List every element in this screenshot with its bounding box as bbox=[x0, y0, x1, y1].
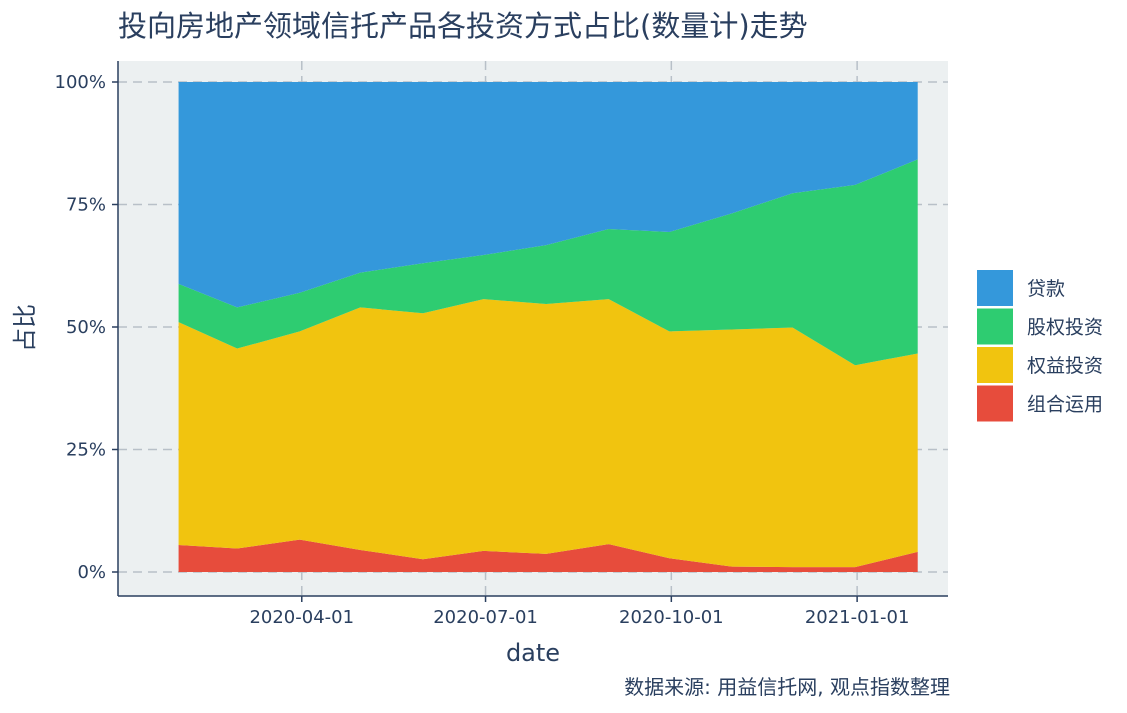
y-tick-labels: 0% 25% 50% 75% 100% bbox=[55, 72, 118, 583]
legend-item-label: 股权投资 bbox=[1027, 317, 1103, 339]
y-tick-label: 25% bbox=[66, 440, 106, 461]
y-tick-label: 50% bbox=[66, 317, 106, 338]
legend-item-label: 权益投资 bbox=[1027, 355, 1103, 377]
y-axis-title: 占比 bbox=[11, 304, 39, 352]
axes bbox=[117, 61, 948, 597]
legend-swatch bbox=[977, 347, 1013, 383]
x-axis-title: date bbox=[506, 639, 560, 667]
legend-item-label: 贷款 bbox=[1027, 278, 1065, 300]
x-tick-labels: 2020-04-01 2020-07-01 2020-10-01 2021-01-01 bbox=[249, 596, 909, 628]
x-tick-label: 2021-01-01 bbox=[805, 607, 910, 628]
legend-swatch bbox=[977, 270, 1013, 306]
area-series bbox=[178, 82, 918, 572]
legend-item-label: 组合运用 bbox=[1027, 394, 1103, 416]
area-series-股权投资 bbox=[178, 159, 918, 366]
legend-swatch bbox=[977, 308, 1013, 345]
source-note: 数据来源: 用益信托网, 观点指数整理 bbox=[624, 675, 950, 699]
y-tick-label: 100% bbox=[55, 72, 106, 93]
area-series-权益投资 bbox=[178, 299, 918, 568]
legend-swatch bbox=[977, 385, 1013, 422]
x-tick-label: 2020-10-01 bbox=[619, 607, 724, 628]
chart-title: 投向房地产领域信托产品各投资方式占比(数量计)走势 bbox=[118, 9, 808, 43]
y-tick-label: 75% bbox=[66, 195, 106, 216]
x-tick-label: 2020-04-01 bbox=[249, 607, 354, 628]
x-tick-label: 2020-07-01 bbox=[433, 607, 538, 628]
y-tick-label: 0% bbox=[77, 562, 106, 583]
area-series-组合运用 bbox=[178, 539, 918, 572]
area-series-贷款 bbox=[178, 82, 918, 308]
